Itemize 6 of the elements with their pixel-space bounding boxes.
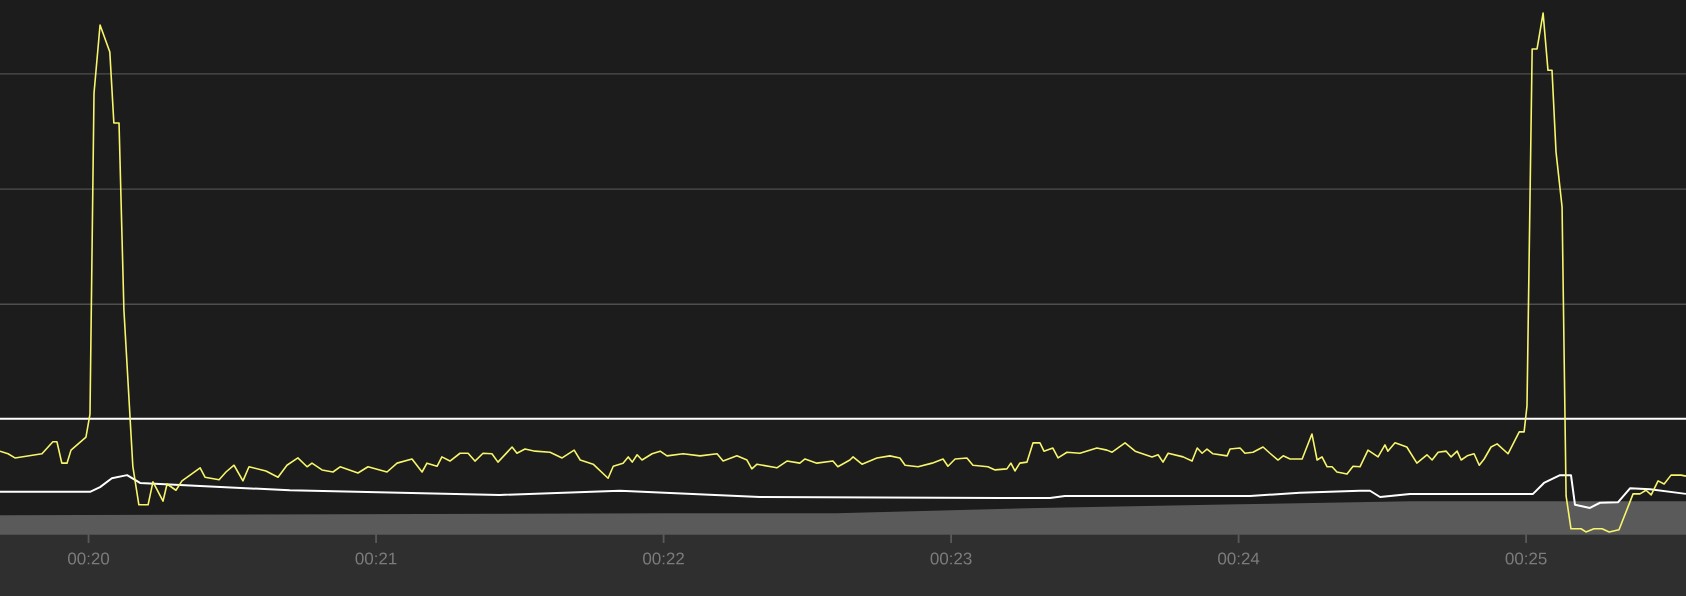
x-tick-label: 00:22 [643, 552, 684, 565]
x-tick-label: 00:21 [355, 552, 397, 565]
x-tick-label: 00:23 [930, 552, 972, 565]
x-tick-label: 00:20 [68, 552, 110, 565]
x-tick-label: 00:25 [1505, 552, 1547, 565]
x-tick-label: 00:24 [1218, 552, 1260, 565]
